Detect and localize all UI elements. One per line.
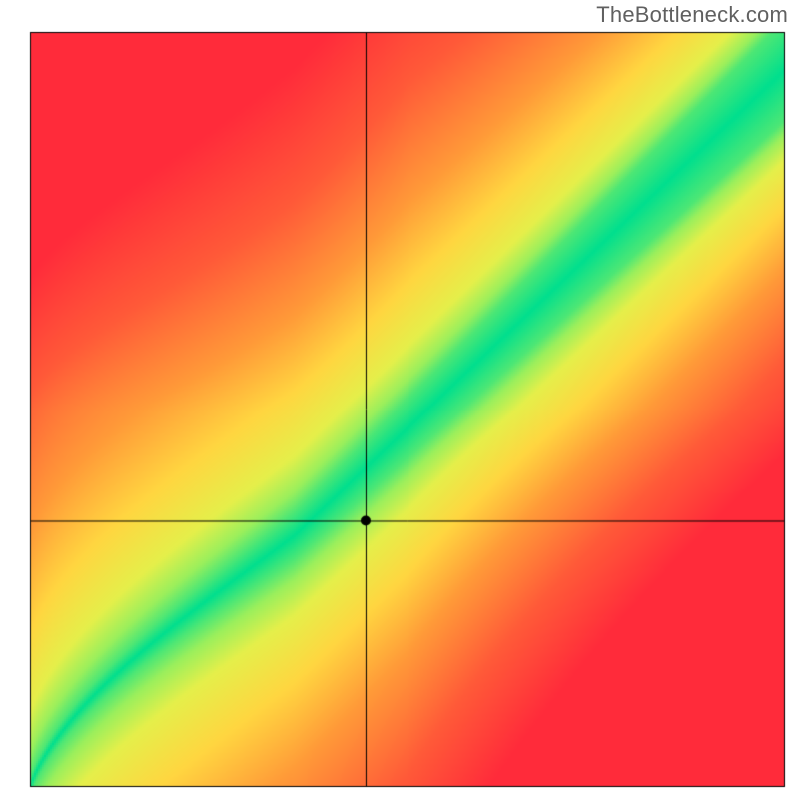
heatmap-canvas — [0, 0, 800, 800]
chart-container: TheBottleneck.com — [0, 0, 800, 800]
watermark-text: TheBottleneck.com — [596, 2, 788, 28]
